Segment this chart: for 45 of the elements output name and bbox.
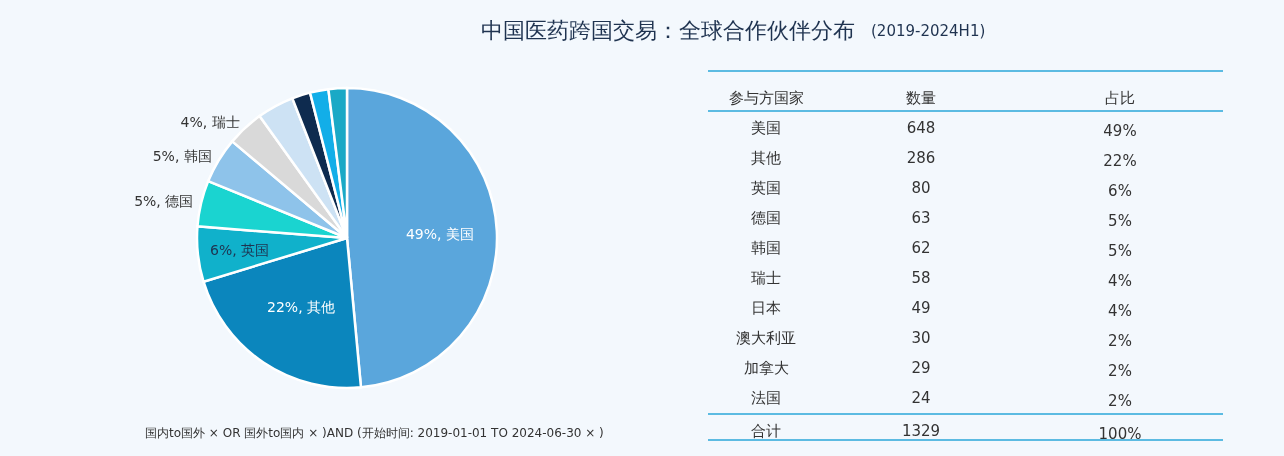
data-label: 24 — [911, 389, 931, 407]
data-label: 63 — [911, 209, 931, 227]
data-label: 30 — [911, 329, 931, 347]
data-label: 2% — [1108, 392, 1132, 410]
data-label: 4% — [1108, 272, 1132, 290]
data-label: 1329 — [901, 422, 941, 440]
category-label: 瑞士 — [751, 269, 781, 287]
category-label: 德国 — [751, 209, 781, 227]
data-label: 286 — [906, 149, 936, 167]
category-label: 澳大利亚 — [736, 329, 796, 347]
text: 参与方国家 — [728, 89, 804, 107]
text: 中国医药跨国交易：全球合作伙伴分布 — [481, 18, 855, 43]
category-label: 日本 — [751, 299, 781, 317]
data-label: 22% — [1103, 152, 1137, 170]
text: 数量 — [906, 89, 936, 107]
category-label: 韩国 — [751, 239, 781, 257]
data-label: 80 — [911, 179, 931, 197]
data-label: 22%, 其他 — [267, 298, 336, 315]
data-label: 29 — [911, 359, 931, 377]
data-label: 62 — [911, 239, 931, 257]
category-label: 法国 — [751, 389, 781, 407]
data-label: 2% — [1108, 332, 1132, 350]
data-label: 49% — [1103, 122, 1137, 140]
data-label: 58 — [911, 269, 931, 287]
data-label: 6% — [1108, 182, 1132, 200]
data-label: 49 — [911, 299, 931, 317]
category-label: 加拿大 — [743, 359, 789, 377]
data-label: 100% — [1098, 425, 1142, 443]
category-label: 其他 — [751, 149, 781, 167]
data-label: 49%, 美国 — [405, 225, 474, 242]
text: 占比 — [1105, 89, 1135, 107]
data-label: 5%, 韩国 — [152, 148, 212, 165]
data-label: 5% — [1108, 242, 1132, 260]
category-label: 美国 — [751, 119, 781, 137]
data-label: 5% — [1108, 212, 1132, 230]
data-label: 648 — [906, 119, 936, 137]
category-label: 合计 — [751, 422, 781, 440]
category-label: 英国 — [751, 179, 781, 197]
data-label: 4% — [1108, 302, 1132, 320]
text: 国内to国外 × OR 国外to国内 × )AND (开始时间: 2019-01-01 TO 2024-06-30 × ) — [145, 426, 604, 440]
text: (2019-2024H1) — [871, 22, 986, 40]
data-label: 4%, 瑞士 — [180, 114, 240, 131]
data-label: 6%, 英国 — [210, 241, 270, 258]
data-label: 2% — [1108, 362, 1132, 380]
data-label: 5%, 德国 — [134, 193, 194, 210]
